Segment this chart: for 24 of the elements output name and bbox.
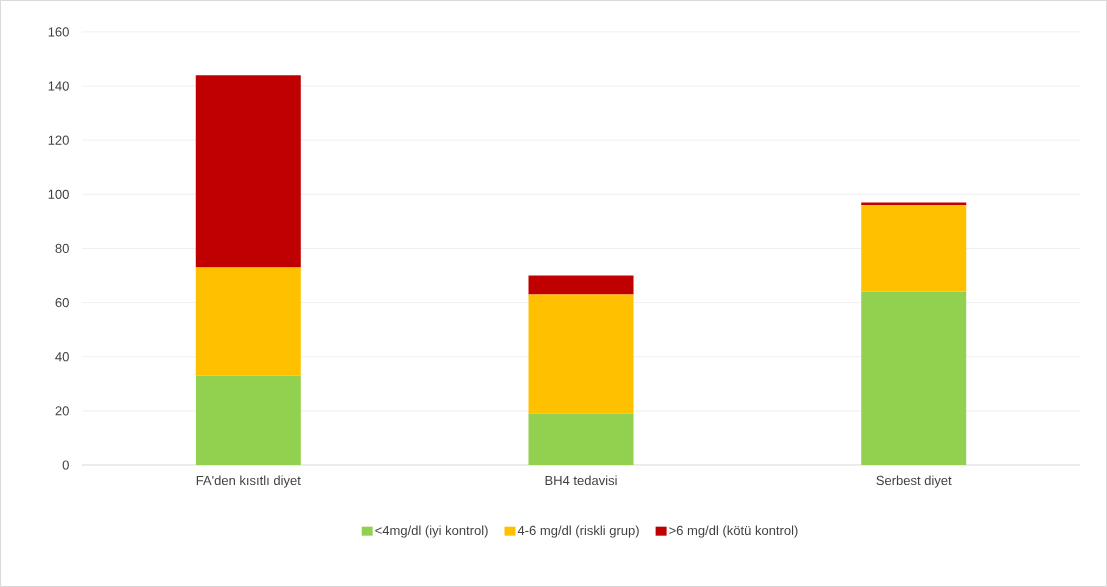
bar xyxy=(861,205,967,292)
bar xyxy=(195,375,301,466)
bar xyxy=(528,294,634,414)
y-tick-label: 60 xyxy=(55,298,69,308)
bar xyxy=(195,75,301,268)
bar xyxy=(528,413,634,466)
bar xyxy=(528,275,634,295)
x-tick-label: FA'den kısıtlı diyet xyxy=(196,475,301,488)
legend-label: >6 mg/dl (kötü kontrol) xyxy=(669,525,798,538)
y-tick-label: 160 xyxy=(48,27,69,37)
bar xyxy=(195,267,301,376)
y-tick-label: 120 xyxy=(48,135,69,145)
y-tick-label: 20 xyxy=(55,406,69,416)
y-tick-label: 140 xyxy=(48,81,69,91)
x-tick-label: Serbest diyet xyxy=(876,475,952,488)
legend-label: <4mg/dl (iyi kontrol) xyxy=(375,525,488,538)
y-tick-label: 100 xyxy=(48,189,69,199)
bar xyxy=(861,202,967,206)
y-tick-label: 80 xyxy=(55,243,69,254)
legend-label: 4-6 mg/dl (riskli grup) xyxy=(517,525,639,538)
y-tick-label: 40 xyxy=(55,352,69,362)
bar xyxy=(861,291,967,466)
y-tick-label: 0 xyxy=(62,460,69,470)
x-tick-label: BH4 tedavisi xyxy=(545,475,617,486)
